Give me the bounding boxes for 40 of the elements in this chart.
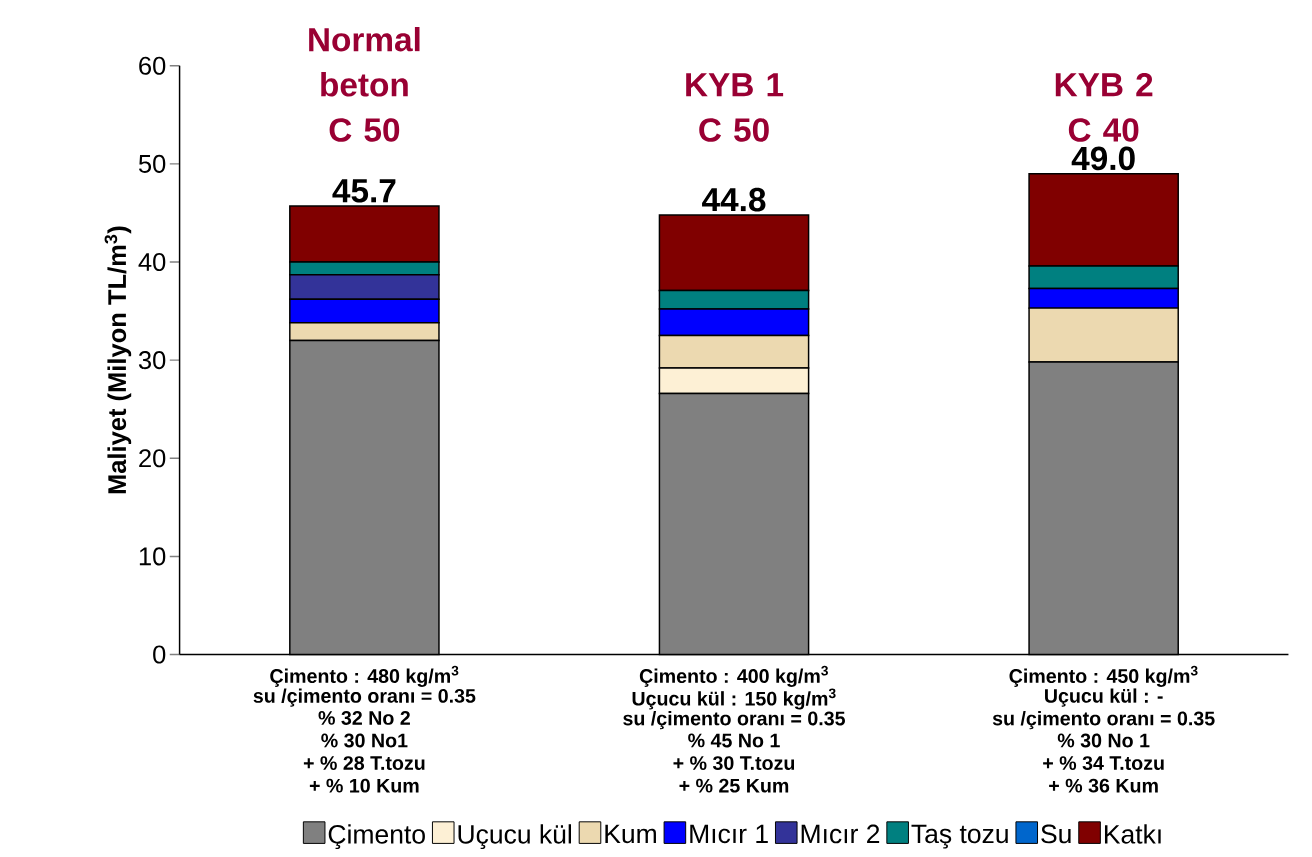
- y-tick-label: 0: [153, 645, 166, 664]
- legend-label: Mıcır 2: [801, 824, 880, 844]
- text: Çimento : 450 kg/m$^{3}$: [1009, 665, 1198, 688]
- text: Uçucu kül : -: [1045, 688, 1163, 707]
- text: su /çimento oranı = 0.35: [253, 688, 476, 707]
- x-tick-label: KYB 2 C 40: [1055, 73, 1153, 142]
- y-tick-label: 40: [138, 253, 166, 272]
- y-tick-label: 60: [139, 56, 166, 75]
- text: + % 30 T.tozu: [673, 756, 795, 771]
- text: % 30 No1: [321, 733, 408, 748]
- text: + % 28 T.tozu: [303, 756, 425, 771]
- text: % 32 No 2: [318, 711, 410, 726]
- legend-label: Su: [1041, 824, 1071, 844]
- legend-label: Taş tozu: [911, 824, 1008, 849]
- legend-label: Çimento: [328, 824, 425, 850]
- x-tick-label: KYB 1 C 50: [686, 73, 784, 142]
- text: Uçucu kül : 150 kg/m$^{3}$: [632, 688, 836, 710]
- text: + % 10 Kum: [309, 778, 419, 793]
- total-label: 49.0: [1071, 146, 1135, 171]
- y-tick-label: 50: [138, 154, 166, 174]
- text: % 30 No 1: [1057, 733, 1150, 748]
- legend-label: Mıcır 1: [690, 824, 768, 844]
- total-label: 44.8: [702, 187, 766, 212]
- text: + % 36 Kum: [1049, 778, 1158, 793]
- legend-label: Uçucu kül: [458, 824, 571, 850]
- text: su /çimento oranı = 0.35: [623, 711, 845, 730]
- x-tick-label: Normal beton C 50: [309, 27, 420, 142]
- text: + % 25 Kum: [679, 778, 789, 793]
- text: su /çimento oranı = 0.35: [992, 711, 1215, 730]
- legend-label: Katkı: [1104, 824, 1161, 844]
- text: Çimento : 480 kg/m$^{3}$: [270, 665, 459, 688]
- text: % 45 No 1: [688, 733, 780, 748]
- text: Çimento : 400 kg/m$^{3}$: [639, 665, 828, 688]
- text: + % 34 T.tozu: [1043, 756, 1164, 771]
- legend-label: Kum: [605, 824, 656, 844]
- y-axis-title: Maliyet (Milyon TL/m$^{3}$): [104, 226, 132, 494]
- y-tick-label: 10: [139, 547, 166, 566]
- y-tick-label: 20: [139, 449, 166, 468]
- y-tick-label: 30: [138, 351, 166, 370]
- total-label: 45.7: [332, 179, 396, 203]
